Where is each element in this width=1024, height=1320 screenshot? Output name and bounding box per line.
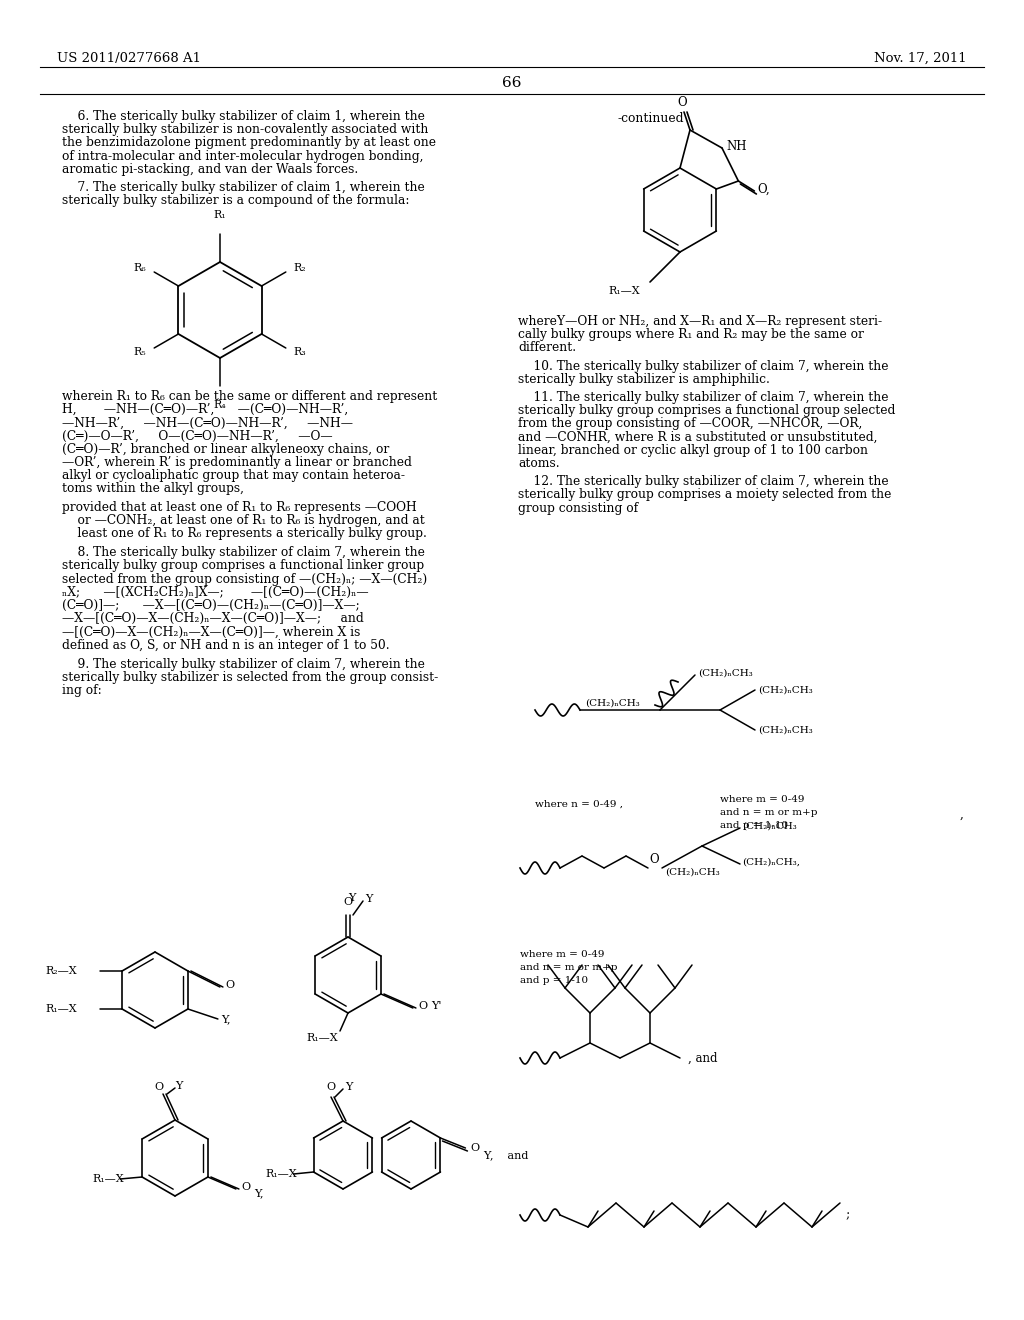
- Text: 6. The sterically bulky stabilizer of claim 1, wherein the: 6. The sterically bulky stabilizer of cl…: [62, 110, 425, 123]
- Text: 9. The sterically bulky stabilizer of claim 7, wherein the: 9. The sterically bulky stabilizer of cl…: [62, 657, 425, 671]
- Text: sterically bulky stabilizer is selected from the group consist-: sterically bulky stabilizer is selected …: [62, 671, 438, 684]
- Text: (CH₂)ₙCH₃,: (CH₂)ₙCH₃,: [742, 858, 800, 866]
- Text: (CH₂)ₙCH₃: (CH₂)ₙCH₃: [585, 700, 640, 708]
- Text: group consisting of: group consisting of: [518, 502, 638, 515]
- Text: sterically bulky group comprises a functional group selected: sterically bulky group comprises a funct…: [518, 404, 895, 417]
- Text: least one of R₁ to R₆ represents a sterically bulky group.: least one of R₁ to R₆ represents a steri…: [62, 527, 427, 540]
- Text: R₁—X: R₁—X: [92, 1173, 124, 1184]
- Text: and —CONHR, where R is a substituted or unsubstituted,: and —CONHR, where R is a substituted or …: [518, 430, 878, 444]
- Text: and n = m or m+p: and n = m or m+p: [720, 808, 817, 817]
- Text: R₂: R₂: [294, 263, 306, 273]
- Text: of intra-molecular and inter-molecular hydrogen bonding,: of intra-molecular and inter-molecular h…: [62, 149, 424, 162]
- Text: alkyl or cycloaliphatic group that may contain heteroa-: alkyl or cycloaliphatic group that may c…: [62, 469, 406, 482]
- Text: toms within the alkyl groups,: toms within the alkyl groups,: [62, 482, 244, 495]
- Text: (CH₂)ₙCH₃: (CH₂)ₙCH₃: [758, 685, 813, 694]
- Text: Y: Y: [348, 894, 355, 903]
- Text: (CH₂)ₙCH₃: (CH₂)ₙCH₃: [665, 869, 720, 876]
- Text: —X—[(C═O)—X—(CH₂)ₙ—X—(C═O)]—X—;     and: —X—[(C═O)—X—(CH₂)ₙ—X—(C═O)]—X—; and: [62, 612, 364, 626]
- Text: (C═)—O—R’,     O—(C═O)—NH—R’,     —O—: (C═)—O—R’, O—(C═O)—NH—R’, —O—: [62, 429, 333, 442]
- Text: —OR’, wherein R’ is predominantly a linear or branched: —OR’, wherein R’ is predominantly a line…: [62, 455, 412, 469]
- Text: O: O: [225, 979, 234, 990]
- Text: Y,: Y,: [221, 1014, 230, 1024]
- Text: aromatic pi-stacking, and van der Waals forces.: aromatic pi-stacking, and van der Waals …: [62, 162, 358, 176]
- Text: sterically bulky group comprises a moiety selected from the: sterically bulky group comprises a moiet…: [518, 488, 891, 502]
- Text: O: O: [155, 1082, 164, 1092]
- Text: sterically bulky group comprises a functional linker group: sterically bulky group comprises a funct…: [62, 560, 424, 573]
- Text: Y: Y: [345, 1082, 352, 1092]
- Text: 10. The sterically bulky stabilizer of claim 7, wherein the: 10. The sterically bulky stabilizer of c…: [518, 359, 889, 372]
- Text: Y: Y: [483, 1151, 490, 1162]
- Text: O: O: [327, 1082, 336, 1092]
- Text: the benzimidazolone pigment predominantly by at least one: the benzimidazolone pigment predominantl…: [62, 136, 436, 149]
- Text: ing of:: ing of:: [62, 684, 101, 697]
- Text: ₙX;      —[(XCH₂CH₂)ₙ]X—;       —[(C═O)—(CH₂)ₙ—: ₙX; —[(XCH₂CH₂)ₙ]X—; —[(C═O)—(CH₂)ₙ—: [62, 586, 369, 599]
- Text: Y,: Y,: [254, 1188, 263, 1199]
- Text: and p = 1-10: and p = 1-10: [720, 821, 788, 830]
- Text: wherein R₁ to R₆ can be the same or different and represent: wherein R₁ to R₆ can be the same or diff…: [62, 389, 437, 403]
- Text: where m = 0-49: where m = 0-49: [520, 950, 604, 960]
- Text: linear, branched or cyclic alkyl group of 1 to 100 carbon: linear, branched or cyclic alkyl group o…: [518, 444, 868, 457]
- Text: R₁—X: R₁—X: [306, 1034, 338, 1043]
- Text: ,    and: , and: [490, 1150, 528, 1160]
- Text: O,: O,: [758, 182, 770, 195]
- Text: —[(C═O)—X—(CH₂)ₙ—X—(C═O)]—, wherein X is: —[(C═O)—X—(CH₂)ₙ—X—(C═O)]—, wherein X is: [62, 626, 360, 639]
- Text: O: O: [343, 898, 352, 907]
- Text: ;: ;: [845, 1209, 849, 1221]
- Text: 11. The sterically bulky stabilizer of claim 7, wherein the: 11. The sterically bulky stabilizer of c…: [518, 391, 889, 404]
- Text: R₃: R₃: [294, 347, 306, 356]
- Text: R₁—X: R₁—X: [608, 286, 640, 296]
- Text: defined as O, S, or NH and n is an integer of 1 to 50.: defined as O, S, or NH and n is an integ…: [62, 639, 389, 652]
- Text: R₂—X: R₂—X: [45, 966, 77, 975]
- Text: 12. The sterically bulky stabilizer of claim 7, wherein the: 12. The sterically bulky stabilizer of c…: [518, 475, 889, 488]
- Text: atoms.: atoms.: [518, 457, 560, 470]
- Text: 7. The sterically bulky stabilizer of claim 1, wherein the: 7. The sterically bulky stabilizer of cl…: [62, 181, 425, 194]
- Text: R₆: R₆: [133, 263, 146, 273]
- Text: Nov. 17, 2011: Nov. 17, 2011: [874, 51, 967, 65]
- Text: (C═O)—R’, branched or linear alkyleneoxy chains, or: (C═O)—R’, branched or linear alkyleneoxy…: [62, 442, 389, 455]
- Text: sterically bulky stabilizer is non-covalently associated with: sterically bulky stabilizer is non-coval…: [62, 123, 428, 136]
- Text: US 2011/0277668 A1: US 2011/0277668 A1: [57, 51, 201, 65]
- Text: where m = 0-49: where m = 0-49: [720, 795, 805, 804]
- Text: R₁: R₁: [214, 210, 226, 220]
- Text: H,       —NH—(C═O)—R’,      —(C═O)—NH—R’,: H, —NH—(C═O)—R’, —(C═O)—NH—R’,: [62, 403, 348, 416]
- Text: and p = 1-10: and p = 1-10: [520, 975, 588, 985]
- Text: selected from the group consisting of —(CH₂)ₙ; —X—(CH₂): selected from the group consisting of —(…: [62, 573, 427, 586]
- Text: R₁—X: R₁—X: [45, 1005, 77, 1014]
- Text: different.: different.: [518, 342, 577, 354]
- Text: cally bulky groups where R₁ and R₂ may be the same or: cally bulky groups where R₁ and R₂ may b…: [518, 329, 864, 341]
- Text: Y': Y': [431, 1001, 441, 1011]
- Text: 8. The sterically bulky stabilizer of claim 7, wherein the: 8. The sterically bulky stabilizer of cl…: [62, 546, 425, 560]
- Text: R₄: R₄: [214, 400, 226, 411]
- Text: O: O: [677, 96, 687, 110]
- Text: Y: Y: [365, 894, 373, 904]
- Text: (CH₂)ₙCH₃: (CH₂)ₙCH₃: [742, 821, 797, 830]
- Text: ,: ,: [961, 808, 964, 821]
- Text: , and: , and: [688, 1052, 718, 1064]
- Text: whereY—OH or NH₂, and X—R₁ and X—R₂ represent steri-: whereY—OH or NH₂, and X—R₁ and X—R₂ repr…: [518, 315, 882, 327]
- Text: or —CONH₂, at least one of R₁ to R₆ is hydrogen, and at: or —CONH₂, at least one of R₁ to R₆ is h…: [62, 513, 425, 527]
- Text: -continued: -continued: [618, 112, 684, 125]
- Text: where n = 0-49 ,: where n = 0-49 ,: [535, 800, 623, 809]
- Text: (CH₂)ₙCH₃: (CH₂)ₙCH₃: [698, 668, 753, 677]
- Text: O: O: [470, 1143, 479, 1152]
- Text: R₁—X: R₁—X: [265, 1170, 297, 1179]
- Text: sterically bulky stabilizer is amphiphilic.: sterically bulky stabilizer is amphiphil…: [518, 372, 770, 385]
- Text: O: O: [418, 1001, 427, 1011]
- Text: provided that at least one of R₁ to R₆ represents —COOH: provided that at least one of R₁ to R₆ r…: [62, 500, 417, 513]
- Text: O: O: [241, 1181, 250, 1192]
- Text: Y: Y: [175, 1081, 182, 1092]
- Text: 66: 66: [502, 77, 522, 90]
- Text: R₅: R₅: [133, 347, 146, 356]
- Text: and n = m or m+p: and n = m or m+p: [520, 964, 617, 972]
- Text: from the group consisting of —COOR, —NHCOR, —OR,: from the group consisting of —COOR, —NHC…: [518, 417, 862, 430]
- Text: —NH—R’,     —NH—(C═O)—NH—R’,     —NH—: —NH—R’, —NH—(C═O)—NH—R’, —NH—: [62, 416, 353, 429]
- Text: O: O: [649, 853, 658, 866]
- Text: NH: NH: [726, 140, 746, 153]
- Text: (C═O)]—;      —X—[(C═O)—(CH₂)ₙ—(C═O)]—X—;: (C═O)]—; —X—[(C═O)—(CH₂)ₙ—(C═O)]—X—;: [62, 599, 359, 612]
- Text: sterically bulky stabilizer is a compound of the formula:: sterically bulky stabilizer is a compoun…: [62, 194, 410, 207]
- Text: (CH₂)ₙCH₃: (CH₂)ₙCH₃: [758, 726, 813, 734]
